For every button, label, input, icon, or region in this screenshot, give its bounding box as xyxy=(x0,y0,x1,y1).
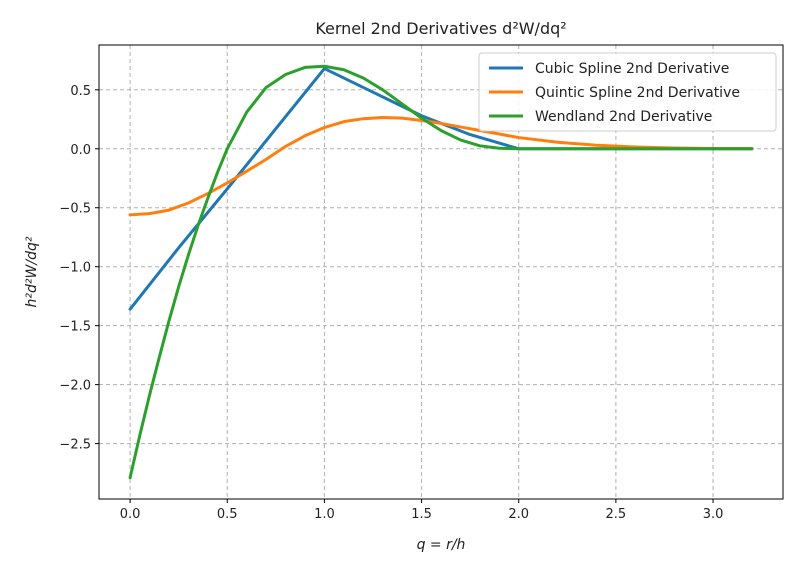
x-tick-label: 1.5 xyxy=(411,507,432,522)
y-tick-label: −1.0 xyxy=(59,261,91,276)
y-tick-label: −2.5 xyxy=(59,438,91,453)
y-tick-label: −1.5 xyxy=(59,320,91,335)
y-tick-label: 0.0 xyxy=(70,143,91,158)
x-tick-label: 1.0 xyxy=(314,507,335,522)
legend: Cubic Spline 2nd Derivative Quintic Spli… xyxy=(478,52,777,132)
x-tick-label: 2.0 xyxy=(508,507,529,522)
plot-frame xyxy=(98,44,784,500)
chart-title: Kernel 2nd Derivatives d²W/dq² xyxy=(315,19,566,38)
x-tick-label: 0.5 xyxy=(217,507,238,522)
x-axis-ticks: 0.0 0.5 1.0 1.5 2.0 2.5 3.0 xyxy=(120,499,724,522)
x-tick-label: 2.5 xyxy=(606,507,627,522)
x-tick-label: 3.0 xyxy=(703,507,724,522)
legend-label-cubic: Cubic Spline 2nd Derivative xyxy=(535,61,729,77)
series-lines xyxy=(128,64,754,480)
legend-label-wendland: Wendland 2nd Derivative xyxy=(535,109,712,125)
legend-label-quintic: Quintic Spline 2nd Derivative xyxy=(535,85,740,101)
y-axis-label: h²d²W/dq² xyxy=(24,236,40,307)
x-axis-label: q = r/h xyxy=(417,537,466,553)
y-axis-ticks: 0.5 0.0 −0.5 −1.0 −1.5 −2.0 −2.5 xyxy=(59,84,99,453)
y-tick-label: 0.5 xyxy=(70,84,91,99)
y-tick-label: −0.5 xyxy=(59,202,91,217)
quintic-spline-line xyxy=(128,116,754,217)
wendland-line xyxy=(128,64,754,480)
x-tick-label: 0.0 xyxy=(120,507,141,522)
legend-box xyxy=(478,52,777,132)
y-tick-label: −2.0 xyxy=(59,379,91,394)
